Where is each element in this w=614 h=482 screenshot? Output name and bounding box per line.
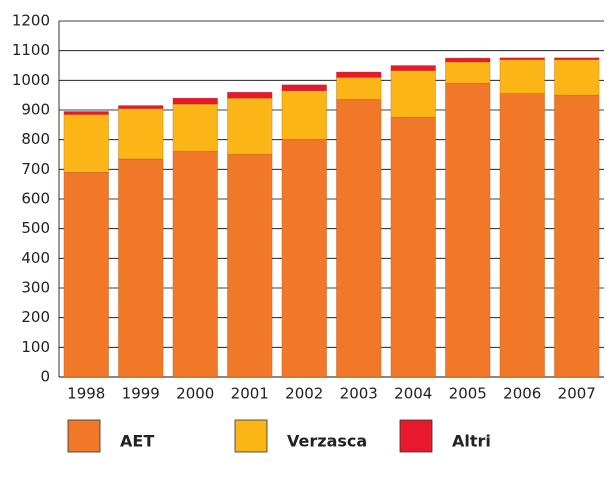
legend-swatch [399, 419, 433, 453]
legend-swatch [234, 419, 268, 453]
bar-segment [336, 71, 382, 78]
bar-segment [118, 108, 164, 160]
bar-segment [172, 103, 218, 152]
x-tick-label: 1998 [67, 385, 105, 403]
bar-segment [63, 111, 109, 115]
bar-segment [390, 70, 436, 118]
bar-segment [63, 114, 109, 173]
bar-segment [63, 172, 109, 378]
bar-segment [554, 94, 600, 378]
bar-segment [445, 61, 491, 84]
bar-segment [281, 139, 327, 378]
x-tick-label: 2007 [558, 385, 596, 403]
bar-segment [172, 97, 218, 105]
x-tick-label: 2001 [231, 385, 269, 403]
x-tick-label: 2006 [503, 385, 541, 403]
legend-label: Altri [452, 432, 491, 451]
y-tick-label: 100 [21, 338, 50, 356]
y-tick-label: 1200 [12, 12, 50, 30]
y-tick-label: 600 [21, 190, 50, 208]
bar-segment [118, 105, 164, 109]
bar-segment [445, 83, 491, 378]
bar-segment [554, 59, 600, 96]
y-tick-label: 300 [21, 279, 50, 297]
x-tick-label: 2000 [176, 385, 214, 403]
bar-segment [172, 151, 218, 378]
x-tick-label: 2003 [340, 385, 378, 403]
bar-segment [227, 154, 273, 378]
x-tick-label: 2004 [394, 385, 432, 403]
y-tick-label: 200 [21, 308, 50, 326]
y-tick-label: 0 [40, 368, 50, 386]
legend-label: AET [120, 432, 154, 451]
bar-segment [281, 90, 327, 140]
bar-segment [390, 65, 436, 71]
bar-segment [554, 57, 600, 60]
y-tick-label: 700 [21, 160, 50, 178]
bar-segment [118, 158, 164, 378]
y-tick-label: 400 [21, 249, 50, 267]
y-tick-label: 500 [21, 219, 50, 237]
bar-segment [227, 97, 273, 155]
bar-segment [336, 99, 382, 378]
bar-segment [499, 57, 545, 60]
bar-segment [499, 93, 545, 378]
y-tick-label: 800 [21, 130, 50, 148]
y-tick-label: 900 [21, 101, 50, 119]
bar-segment [445, 57, 491, 63]
y-tick-label: 1000 [12, 71, 50, 89]
x-tick-label: 2005 [449, 385, 487, 403]
bar-segment [227, 91, 273, 99]
bar-segment [499, 59, 545, 94]
x-tick-label: 1999 [122, 385, 160, 403]
legend-label: Verzasca [287, 432, 367, 451]
legend-swatch [67, 419, 101, 453]
bar-segment [336, 77, 382, 100]
bar-segment [281, 84, 327, 92]
x-tick-label: 2002 [285, 385, 323, 403]
y-tick-label: 1100 [12, 41, 50, 59]
bar-segment [390, 117, 436, 378]
